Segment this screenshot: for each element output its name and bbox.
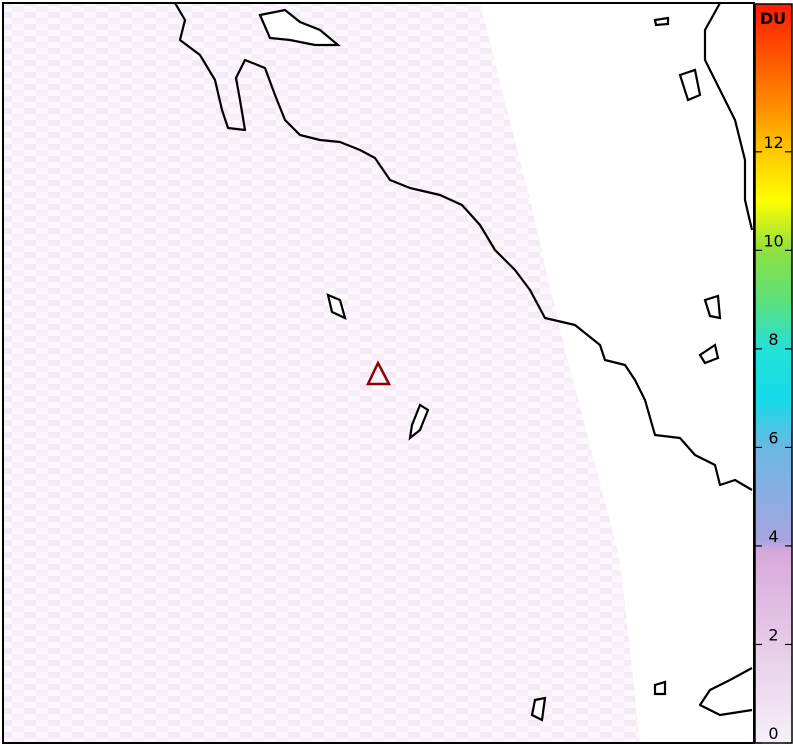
volcano-marker xyxy=(366,360,392,386)
colorbar-tick-label: 0 xyxy=(768,724,778,743)
swath xyxy=(3,3,640,743)
island xyxy=(703,294,722,320)
colorbar: DU 0 2 4 6 8 10 12 xyxy=(754,3,793,744)
colorbar-tick-label: 8 xyxy=(768,330,778,349)
island xyxy=(678,68,702,102)
island xyxy=(408,403,430,441)
colorbar-tick-label: 10 xyxy=(763,231,783,250)
colorbar-ramp xyxy=(754,3,793,744)
island xyxy=(653,16,670,27)
colorbar-tick-label: 12 xyxy=(763,133,783,152)
island xyxy=(653,680,667,696)
island xyxy=(326,293,347,320)
map xyxy=(2,2,755,744)
island xyxy=(530,696,547,722)
colorbar-tick-label: 4 xyxy=(768,527,778,546)
colorbar-label: DU xyxy=(760,9,786,28)
colorbar-tick-label: 6 xyxy=(768,428,778,447)
coastline xyxy=(703,2,754,231)
colorbar-tick-label: 2 xyxy=(768,625,778,644)
island xyxy=(258,8,342,47)
coastline xyxy=(174,2,753,491)
island xyxy=(698,343,720,365)
map-frame xyxy=(2,2,755,744)
coastline xyxy=(698,667,753,717)
